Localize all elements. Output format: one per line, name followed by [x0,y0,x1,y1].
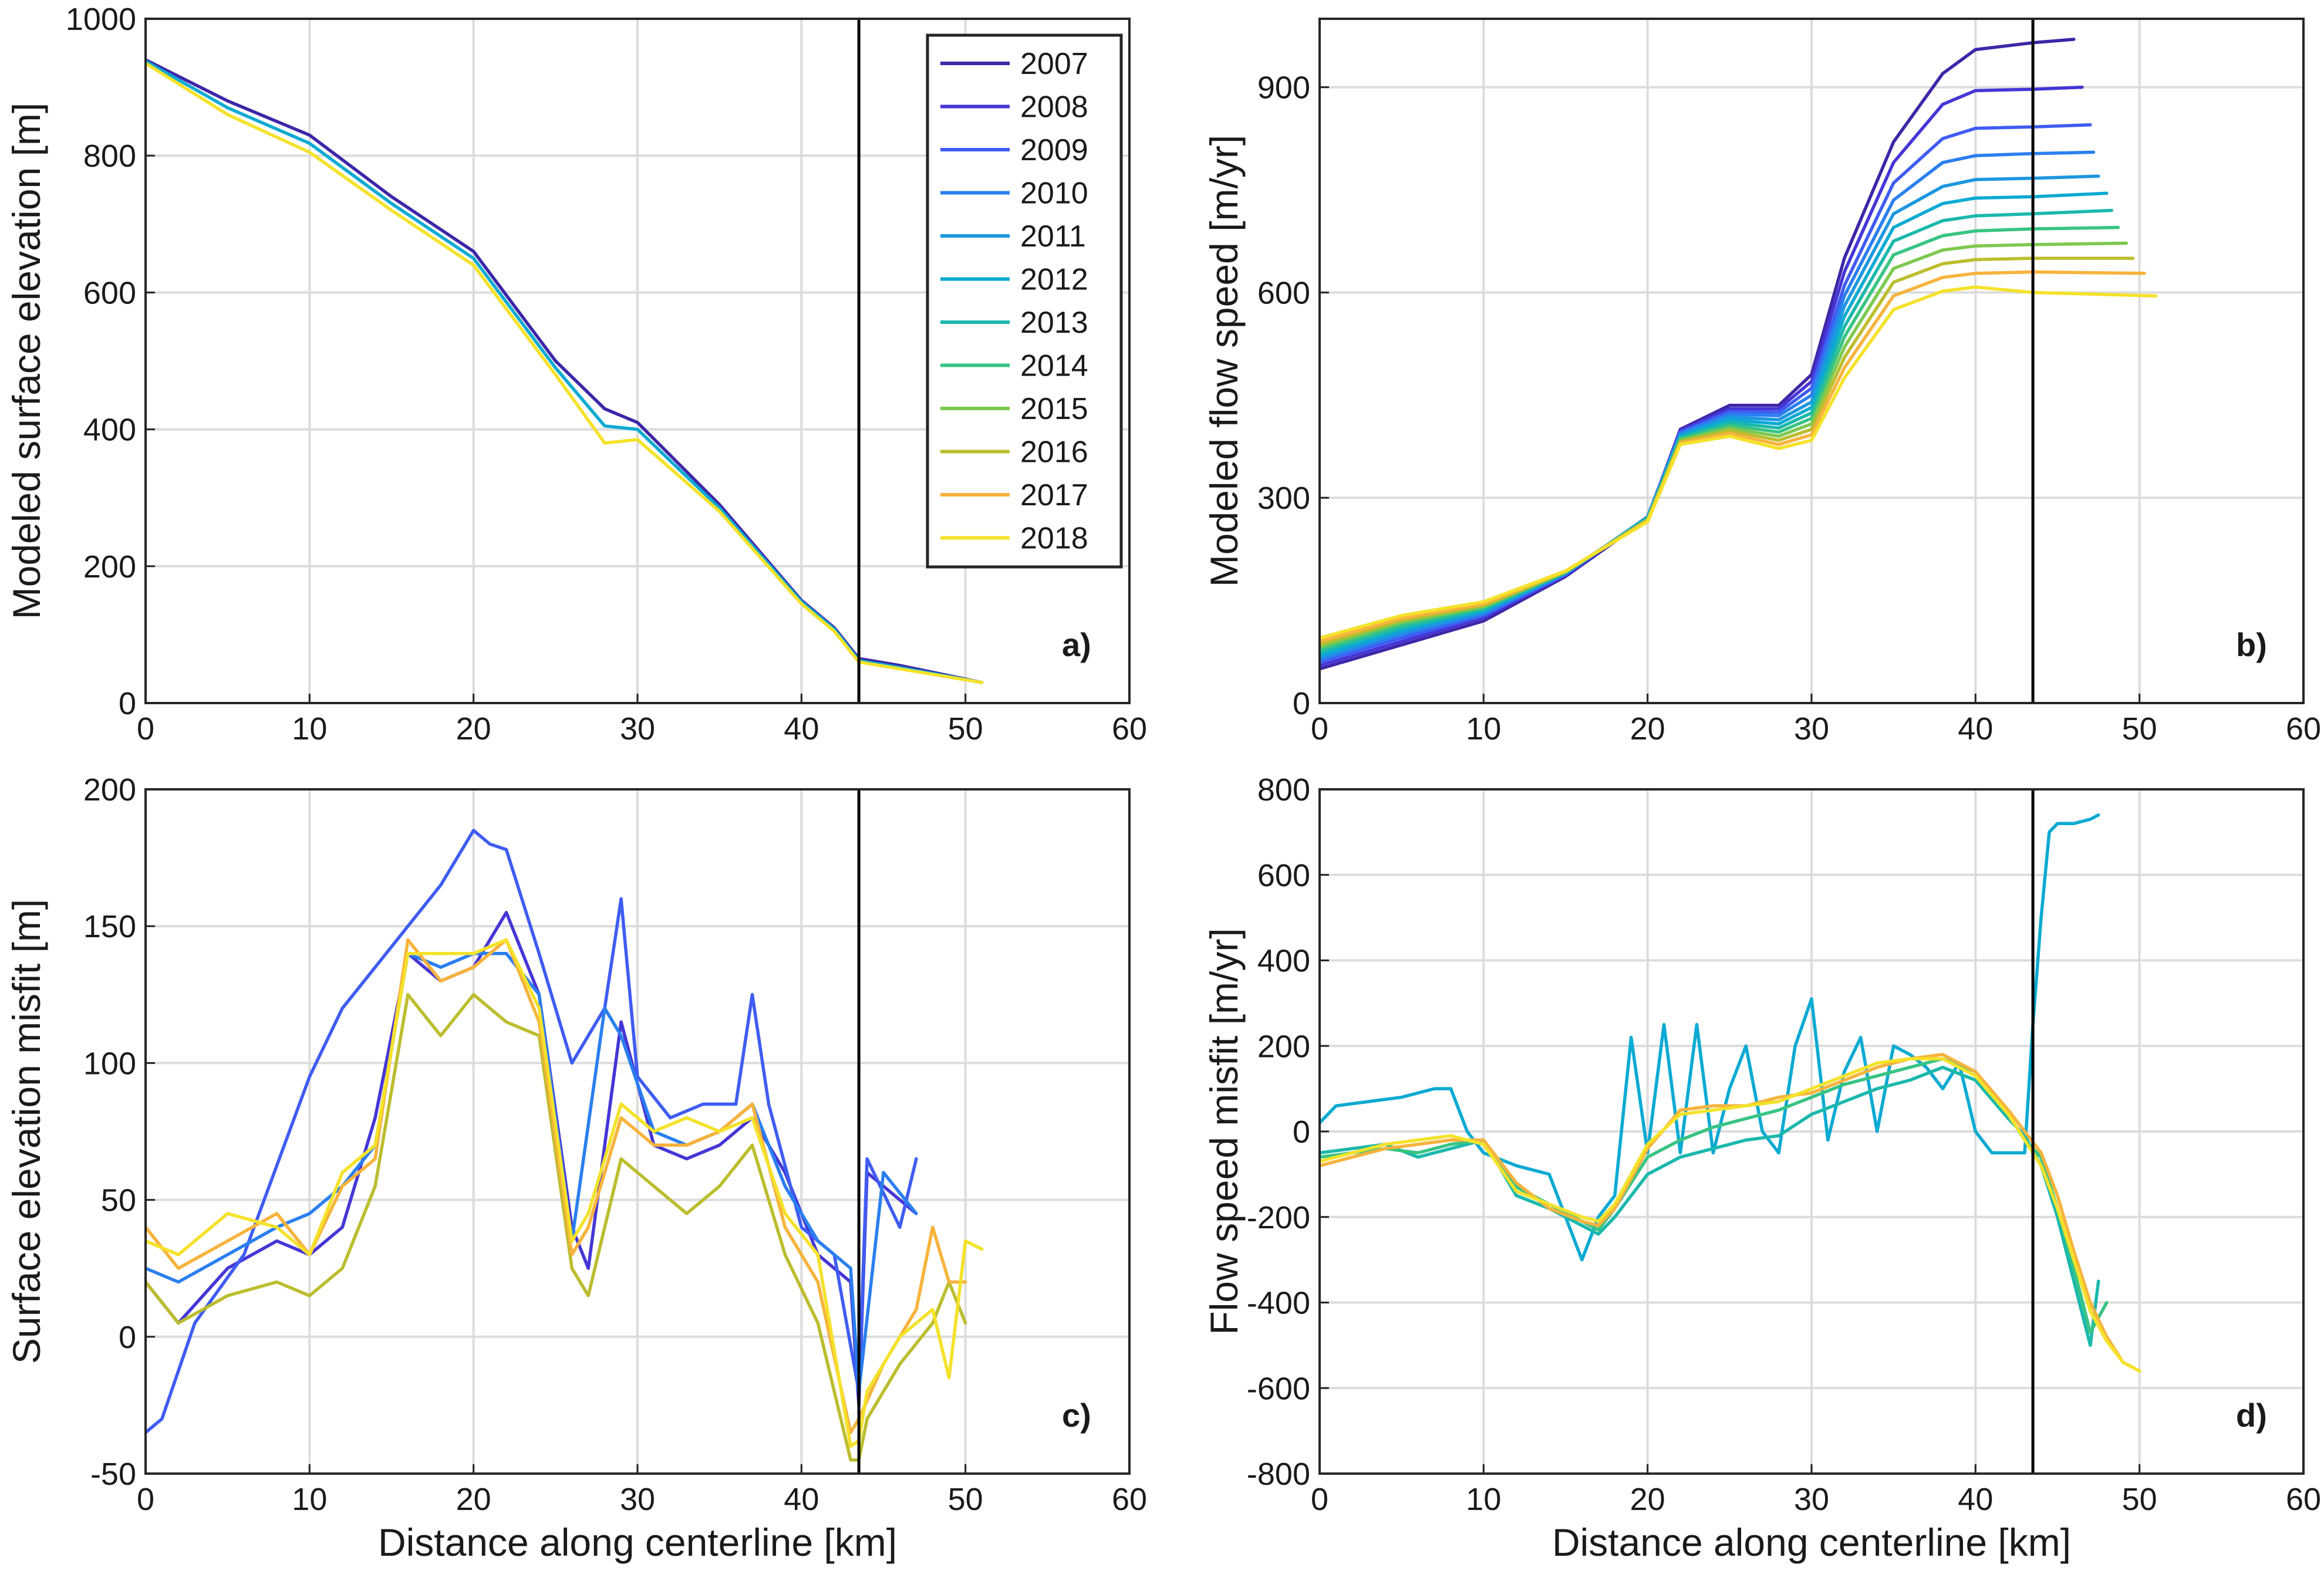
legend-entry-2011: 2011 [1020,219,1086,254]
y-axis-label: Modeled surface elevation [m] [5,103,48,619]
legend-entry-2015: 2015 [1020,392,1088,426]
x-tick-label: 50 [948,711,983,746]
legend-box [926,33,1123,569]
x-tick-label: 40 [1958,1482,1993,1517]
y-tick-label: 150 [83,909,136,944]
series-group [146,829,984,1462]
x-tick-label: 10 [292,711,327,746]
x-tick-label: 0 [1311,711,1328,746]
series-group [1320,813,2141,1373]
x-tick-label: 10 [1466,1482,1501,1517]
x-tick-label: 30 [620,711,655,746]
axes-frame [1318,788,2305,1475]
y-tick-label: -400 [1247,1286,1310,1321]
series-line-2018 [1320,1057,2141,1373]
x-tick-label: 30 [620,1482,655,1517]
legend-entry-2013: 2013 [1020,306,1088,340]
x-tick-label: 50 [2122,1482,2157,1517]
y-tick-label: 1000 [66,2,136,37]
y-tick-label: 300 [1257,481,1310,516]
legend-entry-2016: 2016 [1020,435,1088,469]
x-axis-label: Distance along centerline [km] [1552,1521,2071,1564]
x-tick-label: 10 [1466,711,1501,746]
legend-entry-2018: 2018 [1020,522,1088,556]
y-tick-label: 400 [1257,944,1310,979]
series-line-2016 [146,993,967,1462]
y-tick-label: 50 [101,1183,136,1218]
legend: 2007 2008 2009 2010 2011 2012 2013 2014 2015 2016… [926,33,1123,569]
legend-entry-2008: 2008 [1020,90,1088,124]
x-tick-label: 50 [948,1482,983,1517]
x-tick-label: 40 [784,711,819,746]
legend-entry-2010: 2010 [1020,177,1088,211]
x-tick-label: 40 [1958,711,1993,746]
x-tick-label: 30 [1794,1482,1829,1517]
series-line-2018 [1320,285,2158,640]
series-line-2018 [146,62,984,684]
panel-label: c) [1062,1397,1091,1434]
x-tick-label: 60 [1112,711,1147,746]
x-tick-label: 40 [784,1482,819,1517]
series-line-2017 [146,938,967,1434]
x-tick-label: 50 [2122,711,2157,746]
y-tick-label: 0 [119,686,136,721]
x-tick-label: 60 [1112,1482,1147,1517]
y-tick-label: 800 [1257,772,1310,808]
y-axis-label: Modeled flow speed [m/yr] [1202,135,1246,587]
panel-d: 0 10 20 30 40 50 60 -800 -600 -400 -200 0 200 400 600 8… [1202,772,2321,1564]
legend-entry-2014: 2014 [1020,349,1088,383]
y-tick-label: 0 [1293,686,1310,721]
x-tick-label: 60 [2286,711,2321,746]
x-tick-label: 30 [1794,711,1829,746]
legend-entry-2017: 2017 [1020,478,1088,512]
series-line-2008 [146,911,918,1407]
y-tick-label: -600 [1247,1371,1310,1406]
x-tick-label: 60 [2286,1482,2321,1517]
y-tick-label: 600 [1257,275,1310,310]
x-tick-label: 20 [456,1482,491,1517]
y-tick-label: 900 [1257,70,1310,106]
x-axis-label: Distance along centerline [km] [378,1521,897,1564]
series-group [1320,38,2158,671]
x-tick-label: 0 [137,711,154,746]
axes-frame [144,788,1131,1475]
axes-frame [144,18,1131,704]
y-tick-label: 600 [83,275,136,310]
panel-label: a) [1062,626,1091,663]
legend-entry-2012: 2012 [1020,263,1088,297]
series-group [146,58,984,684]
y-axis-label: Surface elevation misfit [m] [5,899,48,1364]
x-tick-label: 0 [137,1482,154,1517]
x-tick-label: 20 [456,711,491,746]
y-tick-label: 600 [1257,858,1310,893]
series-line-2018 [146,938,984,1448]
y-tick-label: 200 [83,549,136,585]
y-tick-label: -800 [1247,1457,1310,1492]
y-tick-label: 400 [83,413,136,448]
y-axis-label: Flow speed misfit [m/yr] [1202,928,1246,1335]
x-tick-label: 0 [1311,1482,1328,1517]
series-line-2017 [1320,1053,2141,1373]
x-tick-label: 20 [1630,1482,1665,1517]
y-tick-label: -50 [90,1457,136,1492]
legend-entry-2009: 2009 [1020,133,1088,167]
legend-entry-2007: 2007 [1020,47,1088,81]
axes-frame [1318,18,2305,704]
y-tick-label: 200 [1257,1029,1310,1064]
series-line-2007 [1320,38,2076,671]
panel-label: d) [2236,1397,2267,1434]
panel-label: b) [2236,626,2267,663]
y-tick-label: -200 [1247,1200,1310,1235]
x-tick-label: 20 [1630,711,1665,746]
y-tick-label: 0 [119,1320,136,1355]
y-tick-label: 100 [83,1046,136,1081]
panel-a: 0 10 20 30 40 50 6002004006008001000a)Modeled … [5,2,1147,746]
x-tick-label: 10 [292,1482,327,1517]
y-tick-label: 0 [1293,1114,1310,1150]
y-tick-label: 800 [83,138,136,174]
y-tick-label: 200 [83,772,136,808]
